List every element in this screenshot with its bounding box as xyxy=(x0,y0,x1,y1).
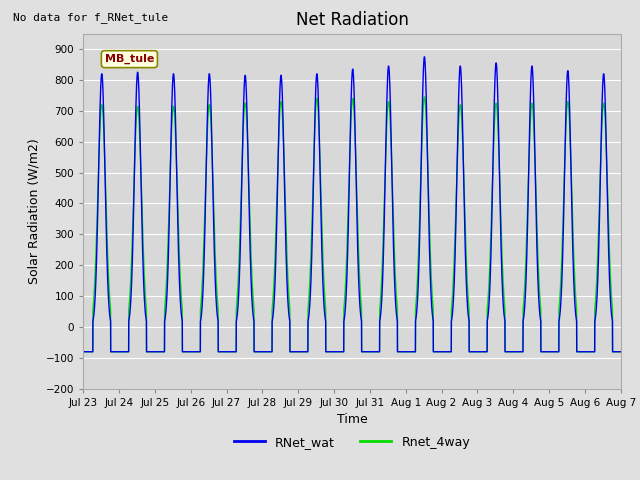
Rnet_4way xyxy=(616,349,624,355)
RNet_wat xyxy=(616,349,624,355)
Rnet_4way xyxy=(420,94,428,100)
Rnet_4way xyxy=(443,349,451,355)
Line: RNet_wat: RNet_wat xyxy=(83,57,621,352)
Rnet_4way xyxy=(79,349,87,355)
RNet_wat xyxy=(176,288,184,293)
Rnet_4way xyxy=(176,264,184,269)
Legend: RNet_wat, Rnet_4way: RNet_wat, Rnet_4way xyxy=(229,431,475,454)
RNet_wat xyxy=(472,349,480,355)
RNet_wat xyxy=(443,349,451,355)
RNet_wat xyxy=(79,349,87,355)
RNet_wat xyxy=(420,54,428,60)
Rnet_4way xyxy=(617,349,625,355)
Rnet_4way xyxy=(332,349,340,355)
Text: No data for f_RNet_tule: No data for f_RNet_tule xyxy=(13,12,168,23)
Rnet_4way xyxy=(503,349,511,355)
Rnet_4way xyxy=(472,349,480,355)
RNet_wat xyxy=(332,349,340,355)
Line: Rnet_4way: Rnet_4way xyxy=(83,97,621,352)
Title: Net Radiation: Net Radiation xyxy=(296,11,408,29)
RNet_wat xyxy=(503,349,511,355)
X-axis label: Time: Time xyxy=(337,413,367,426)
RNet_wat xyxy=(617,349,625,355)
Text: MB_tule: MB_tule xyxy=(105,54,154,64)
Y-axis label: Solar Radiation (W/m2): Solar Radiation (W/m2) xyxy=(28,138,40,284)
